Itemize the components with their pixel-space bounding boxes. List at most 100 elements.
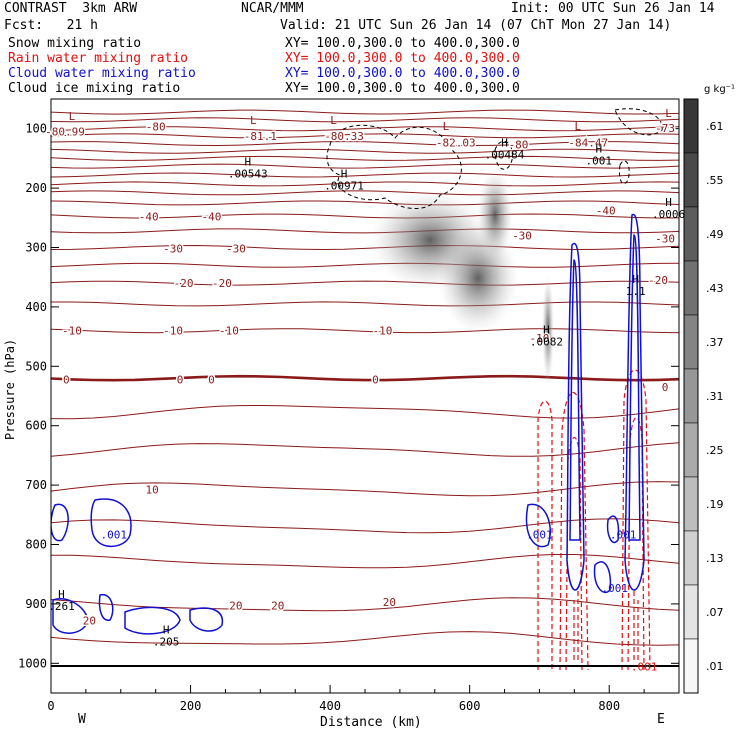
y-tick-label: 200 <box>25 181 47 195</box>
extremum-marker: L <box>665 107 672 120</box>
extremum-value: .00484 <box>485 149 525 162</box>
colorbar-swatch <box>683 152 699 208</box>
isotherm-label: -30 <box>655 233 675 246</box>
colorbar-label: .19 <box>706 498 724 511</box>
isotherm-line <box>51 301 679 307</box>
isotherm-label: 0 <box>177 373 184 386</box>
y-tick-label: 900 <box>25 597 47 611</box>
x-axis-label: Distance (km) <box>320 715 422 730</box>
colorbar-label: .25 <box>706 444 724 457</box>
field-xsec-cloud-ice: XY= 100.0,300.0 to 400.0,300.0 <box>285 81 520 96</box>
isotherm-label: -84.47 <box>568 136 608 149</box>
cloud-ice-contour-3 <box>619 160 630 185</box>
field-name-cloud-water: Cloud water mixing ratio <box>8 66 196 81</box>
colorbar-swatch <box>683 260 699 316</box>
extremum-marker: L <box>443 120 450 133</box>
isotherm-label: -40 <box>139 211 159 224</box>
y-tick-label: 300 <box>25 241 47 255</box>
extremum-value: .00543 <box>228 168 268 181</box>
isotherm-line <box>51 117 679 123</box>
isotherm-label: 10 <box>146 483 159 496</box>
isotherm-line <box>51 126 679 132</box>
isotherm-label: -10 <box>163 325 183 338</box>
x-tick-label: 600 <box>459 699 481 713</box>
isotherm-label: -10 <box>530 332 550 345</box>
extremum-marker: H <box>665 196 672 209</box>
colorbar-swatch <box>683 314 699 370</box>
isotherm-line <box>51 109 679 115</box>
extremum-marker: L <box>575 120 582 133</box>
isotherm-line <box>51 181 679 187</box>
isotherm-label: -30 <box>226 243 246 256</box>
isotherm-label: -80 <box>509 139 529 152</box>
cloud-water-blob-4 <box>52 598 89 634</box>
colorbar-swatch <box>683 638 699 694</box>
field-xsec-cloud-water: XY= 100.0,300.0 to 400.0,300.0 <box>285 66 520 81</box>
isotherm-line <box>51 200 679 206</box>
colorbar-swatch <box>683 476 699 532</box>
extremum-marker: H <box>163 624 170 637</box>
y-tick-label: 1000 <box>18 656 47 670</box>
isotherm-line <box>51 213 679 219</box>
isotherm-label: -81.1 <box>244 130 277 143</box>
colorbar-swatch <box>683 368 699 424</box>
cloud-water-blob-5 <box>98 594 114 621</box>
isotherm-label: -20 <box>174 277 194 290</box>
extremum-marker: H <box>595 142 602 155</box>
colorbar-label: .01 <box>706 660 724 673</box>
snow-core-3 <box>477 170 513 260</box>
colorbar-swatch <box>683 206 699 262</box>
y-axis-label: Pressure (hPa) <box>3 339 17 440</box>
cloud-water-blob-7 <box>189 607 224 632</box>
colorbar-label: .37 <box>706 336 724 349</box>
y-tick-label: 600 <box>25 419 47 433</box>
isotherm-label: -40 <box>202 211 222 224</box>
colorbar-label: .49 <box>706 228 724 241</box>
snow-core-4 <box>542 275 554 385</box>
cloud-water-blob-8 <box>593 561 612 594</box>
colorbar-swatch <box>683 98 699 154</box>
isotherm-label: -80.33 <box>324 130 364 143</box>
isotherm-label: -82.03 <box>436 136 476 149</box>
x-tick-label: 800 <box>598 699 620 713</box>
cloud-ice-contour-1 <box>326 124 462 209</box>
init-time: Init: 00 UTC Sun 26 Jan 14 <box>511 1 715 16</box>
cloud-ice-contours <box>326 108 663 209</box>
isotherm-line <box>51 163 679 169</box>
cloud-ice-contour-4 <box>614 108 663 136</box>
contour-labels: -80.99 -80 -81.1 -80.33 -82.03 -80 -84.47 -73 -4… <box>44 107 686 674</box>
isotherm-label: -80 <box>146 120 166 133</box>
isotherm-line <box>51 141 679 147</box>
cloud-water-label: .001 <box>610 529 637 542</box>
extremum-value: .205 <box>153 636 180 649</box>
y-tick-label: 400 <box>25 300 47 314</box>
rain-contour-dense <box>573 590 639 660</box>
isotherm-line <box>51 442 679 457</box>
cloud-ice-contour-2 <box>494 140 513 170</box>
x-tick-label: 0 <box>47 699 54 713</box>
cloud-water-tower-2b <box>628 234 641 541</box>
extremum-marker: H <box>244 156 251 169</box>
isotherm-line <box>51 374 679 382</box>
y-tick-label: 800 <box>25 538 47 552</box>
isotherm-line <box>51 554 679 569</box>
colorbar-label: .31 <box>706 390 724 403</box>
isotherm-label: -10 <box>373 325 393 338</box>
x-tick-label: 400 <box>319 699 341 713</box>
east-label: E <box>657 712 665 727</box>
isotherm-line <box>51 228 679 234</box>
isotherm-label: -40 <box>596 205 616 218</box>
colorbar-swatch <box>683 422 699 478</box>
field-name-cloud-ice: Cloud ice mixing ratio <box>8 81 181 96</box>
field-name-rain: Rain water mixing ratio <box>8 51 189 66</box>
extremum-value: .00971 <box>324 179 364 192</box>
valid-time: Valid: 21 UTC Sun 26 Jan 14 (07 ChT Mon … <box>280 18 672 33</box>
colorbar-unit: g kg⁻¹ <box>704 84 735 95</box>
isotherm-label: 20 <box>383 596 396 609</box>
isotherm-label: 0 <box>208 373 215 386</box>
rain-contour-4 <box>621 369 651 671</box>
extremum-value: .261 <box>48 600 75 613</box>
field-xsec-rain: XY= 100.0,300.0 to 400.0,300.0 <box>285 51 520 66</box>
cloud-water-blob-3 <box>525 503 552 548</box>
